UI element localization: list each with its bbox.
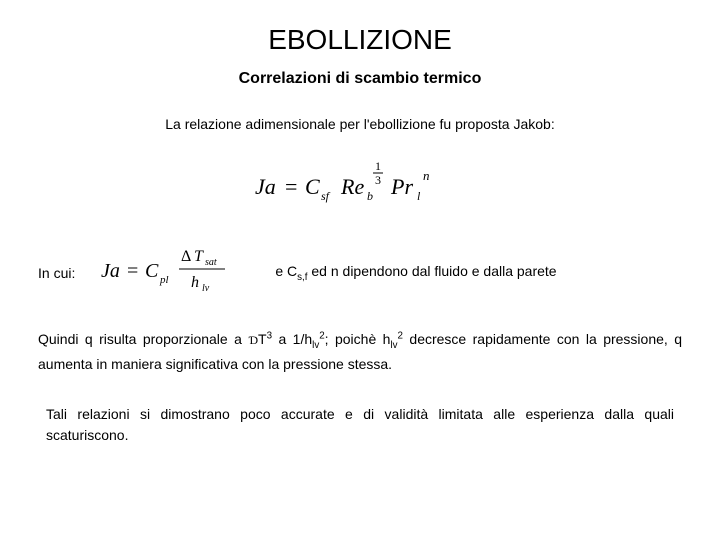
formula-pr-exp: n bbox=[423, 168, 430, 183]
formula-pr: Pr bbox=[390, 174, 413, 199]
formula-pr-sub: l bbox=[417, 189, 421, 203]
p1-t2: T bbox=[258, 331, 267, 347]
f2-num-delta: Δ bbox=[181, 248, 191, 265]
page-title: EBOLLIZIONE bbox=[32, 24, 688, 56]
formula-c: C bbox=[305, 174, 320, 199]
formula-ja: Ja bbox=[255, 174, 276, 199]
page-subtitle: Correlazioni di scambio termico bbox=[32, 70, 688, 88]
f2-c-sub: pl bbox=[159, 274, 169, 286]
formula-eq: = bbox=[285, 174, 297, 199]
paragraph-1: Quindi q risulta proporzionale a ƊT3 a 1… bbox=[32, 328, 688, 376]
f2-eq: = bbox=[127, 260, 138, 282]
main-formula: Ja = C sf Re b 1 3 Pr l n bbox=[32, 156, 688, 217]
p1-delta: Ɗ bbox=[248, 333, 258, 347]
paragraph-2: Tali relazioni si dimostrano poco accura… bbox=[32, 404, 688, 446]
p1-sub2: lv bbox=[390, 340, 397, 351]
rest-sub1: s,f bbox=[297, 271, 307, 282]
f2-den-h: h bbox=[191, 274, 199, 291]
f2-ja: Ja bbox=[101, 260, 120, 282]
rest-prefix: e C bbox=[275, 263, 297, 279]
formula-c-sub: sf bbox=[321, 189, 331, 203]
formula-re-exp-num: 1 bbox=[375, 159, 381, 173]
p1-sub1: lv bbox=[312, 340, 319, 351]
formula-re: Re bbox=[340, 174, 364, 199]
p1-t4: ; poichè h bbox=[325, 331, 391, 347]
f2-num-sub: sat bbox=[205, 257, 217, 268]
p1-t3: a 1/h bbox=[272, 331, 312, 347]
formula-re-sub: b bbox=[367, 189, 373, 203]
rest-suffix: ed n dipendono dal fluido e dalla parete bbox=[308, 263, 557, 279]
f2-den-sub: lv bbox=[202, 283, 210, 294]
p1-t1: Quindi q risulta proporzionale a bbox=[38, 331, 248, 347]
f2-num-t: T bbox=[194, 248, 204, 265]
formula-re-exp-den: 3 bbox=[375, 173, 381, 187]
inline-formula: Ja = C pl Δ T sat h lv bbox=[101, 245, 241, 300]
row1-rest: e Cs,f ed n dipendono dal fluido e dalla… bbox=[275, 263, 556, 283]
f2-c: C bbox=[145, 260, 159, 282]
intro-text: La relazione adimensionale per l'ebolliz… bbox=[32, 116, 688, 132]
inline-row: In cui: Ja = C pl Δ T sat h lv e Cs,f ed… bbox=[32, 245, 688, 300]
incui-label: In cui: bbox=[38, 265, 75, 281]
